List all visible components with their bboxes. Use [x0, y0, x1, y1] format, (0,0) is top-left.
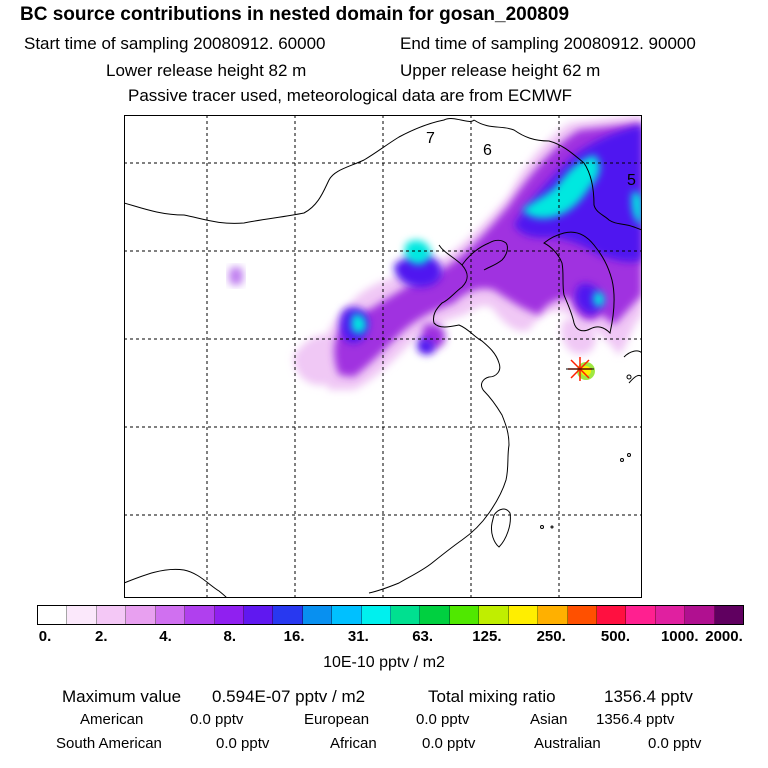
colorbar-cell: [626, 606, 656, 624]
colorbar-tick-label: 500.: [600, 628, 631, 645]
colorbar-cell: [479, 606, 509, 624]
region-value-african: 0.0 pptv: [422, 735, 476, 752]
map-panel: 7 6 5: [124, 115, 642, 598]
colorbar-cell: [508, 606, 539, 624]
colorbar-cell: [391, 606, 421, 624]
sampling-end: End time of sampling 20080912. 90000: [400, 34, 696, 53]
colorbar-tick-label: 2000.: [705, 628, 743, 645]
colorbar-cell: [302, 606, 333, 624]
colorbar-tick-label: 125.: [472, 628, 502, 645]
colorbar-cell: [243, 606, 274, 624]
colorbar-tick-label: 8.: [223, 628, 237, 645]
contour-label-6: 6: [483, 142, 492, 159]
colorbar-tick-label: 2.: [95, 628, 108, 645]
colorbar-cell: [67, 606, 97, 624]
colorbar-cell: [273, 606, 303, 624]
region-name-african: African: [330, 735, 377, 752]
colorbar-tick-label: 31.: [347, 628, 369, 645]
region-name-asian: Asian: [530, 711, 568, 728]
contour-label-7: 7: [426, 130, 435, 147]
plot-title: BC source contributions in nested domain…: [20, 4, 570, 25]
release-lower: Lower release height 82 m: [106, 61, 307, 80]
region-name-european: European: [304, 711, 370, 728]
colorbar-cell: [361, 606, 392, 624]
sampling-start: Start time of sampling 20080912. 60000: [24, 34, 326, 53]
colorbar-tick-label: 16.: [283, 628, 305, 645]
region-name-american: American: [80, 711, 144, 728]
region-value-asian: 1356.4 pptv: [596, 711, 675, 728]
colorbar-cell: [449, 606, 480, 624]
total-value: 1356.4 pptv: [604, 687, 693, 706]
colorbar-cell: [655, 606, 686, 624]
receptor-star-marker: [566, 357, 594, 381]
region-name-australian: Australian: [534, 735, 601, 752]
colorbar-tick-label: 4.: [159, 628, 172, 645]
region-value-australian: 0.0 pptv: [648, 735, 702, 752]
colorbar-cell: [214, 606, 244, 624]
plume-layer: [229, 115, 642, 390]
colorbar-cell: [185, 606, 215, 624]
colorbar-tick-label: 250.: [536, 628, 566, 645]
colorbar-cell: [155, 606, 186, 624]
colorbar-cell: [685, 606, 715, 624]
colorbar-cell: [126, 606, 156, 624]
region-name-south-american: South American: [56, 735, 162, 752]
colorbar: [37, 605, 744, 625]
region-value-european: 0.0 pptv: [416, 711, 470, 728]
release-upper: Upper release height 62 m: [400, 61, 601, 80]
colorbar-cell: [567, 606, 598, 624]
colorbar-cell: [332, 606, 362, 624]
colorbar-tick-label: 0.: [38, 628, 52, 645]
colorbar-cell: [420, 606, 450, 624]
colorbar-tick-label: 63.: [412, 628, 434, 645]
colorbar-cell: [597, 606, 627, 624]
region-value-south-american: 0.0 pptv: [216, 735, 270, 752]
coastlines: [124, 118, 642, 598]
map-frame: [124, 115, 642, 598]
max-value: 0.594E-07 pptv / m2: [212, 687, 366, 706]
region-value-american: 0.0 pptv: [190, 711, 244, 728]
tracer-note: Passive tracer used, meteorological data…: [128, 86, 573, 105]
colorbar-cell: [38, 606, 68, 624]
colorbar-cell: [538, 606, 568, 624]
colorbar-tick-label: 1000.: [660, 628, 699, 645]
lat-lon-grid: [124, 115, 642, 598]
colorbar-cell: [714, 606, 744, 624]
colorbar-unit: 10E-10 pptv / m2: [323, 654, 445, 671]
colorbar-cell: [96, 606, 127, 624]
contour-label-5: 5: [627, 172, 636, 189]
total-label: Total mixing ratio: [428, 687, 556, 706]
max-label: Maximum value: [62, 687, 182, 706]
